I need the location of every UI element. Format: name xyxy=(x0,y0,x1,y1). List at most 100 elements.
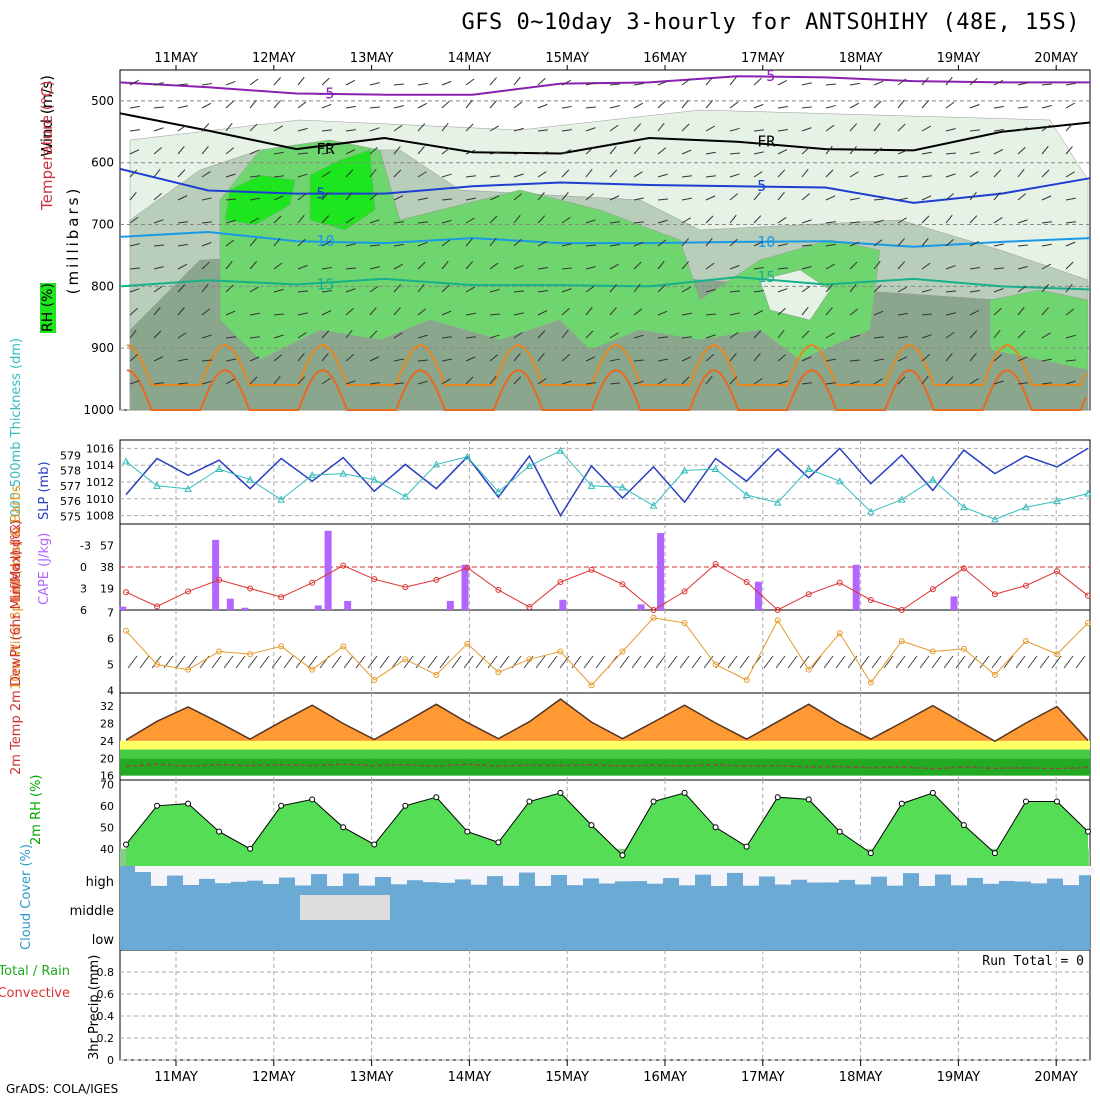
wind-barb xyxy=(993,354,1003,362)
wind-barb xyxy=(753,77,762,86)
wind-barb xyxy=(801,193,810,201)
wind-barb xyxy=(561,243,572,247)
slp-tick-1016: 1016 xyxy=(86,442,114,455)
wind-barb xyxy=(1017,82,1028,86)
wind-point xyxy=(929,648,936,655)
wind-barb xyxy=(705,195,716,201)
wind-barb xyxy=(441,122,449,132)
rh-area-3 xyxy=(219,139,881,361)
wind-barb xyxy=(417,146,425,155)
li-point xyxy=(371,576,378,583)
wind-barb xyxy=(729,101,739,109)
wind-barb xyxy=(777,267,788,270)
wind-barb xyxy=(177,332,187,339)
cloud-gap xyxy=(535,866,551,886)
wind-barb xyxy=(585,382,596,385)
wind-barb xyxy=(369,382,380,385)
cloud-gap xyxy=(183,866,199,885)
wind-barb xyxy=(177,307,185,316)
wind-barb xyxy=(777,79,788,86)
wind-barb xyxy=(321,266,332,270)
cloud-gap xyxy=(1063,866,1079,886)
wind-tick-6: 6 xyxy=(107,633,114,646)
thickness-point xyxy=(308,471,317,479)
cloud-gap xyxy=(567,866,583,886)
wind-barb xyxy=(921,313,932,316)
wind-barb xyxy=(537,378,547,385)
surface-barb xyxy=(1027,655,1038,669)
wind-barb xyxy=(1017,330,1026,339)
wind-barb xyxy=(489,288,500,293)
rh-tick-70: 70 xyxy=(100,778,114,791)
wind-barb xyxy=(513,290,524,293)
thickness-point xyxy=(215,464,223,473)
rh-point xyxy=(1085,828,1091,835)
surface-barb xyxy=(1051,655,1062,669)
wind-barb xyxy=(1041,284,1050,293)
wind-barb xyxy=(729,193,739,201)
wind-barb xyxy=(729,376,738,385)
wind-barb xyxy=(345,129,356,132)
run-total: Run Total = 0 xyxy=(982,954,1084,969)
wind-barb xyxy=(633,380,644,385)
wind-barb xyxy=(153,127,164,132)
wind-barb xyxy=(177,382,188,385)
rh-point xyxy=(960,822,967,829)
wind-barb xyxy=(225,100,234,109)
wind-barb xyxy=(609,358,620,362)
wind-barb xyxy=(1017,382,1028,385)
li-tick--3: -3 xyxy=(80,540,91,553)
wind-barb xyxy=(201,221,212,224)
li-point xyxy=(588,566,595,573)
wind-barb xyxy=(273,334,284,339)
thickness-line xyxy=(125,450,1089,520)
wind-barb xyxy=(921,237,929,247)
wind-barb xyxy=(633,123,642,132)
wind-barb xyxy=(897,99,905,109)
li-tick-6: 6 xyxy=(80,604,87,617)
surface-barb xyxy=(331,655,342,669)
wind-barb xyxy=(153,219,164,224)
wind-barb xyxy=(489,175,500,178)
wind-barb xyxy=(681,217,691,224)
wind-barb xyxy=(321,352,329,362)
wind-barb xyxy=(441,378,451,385)
cloud-gap xyxy=(983,866,999,884)
wind-barb xyxy=(945,101,955,109)
cloud-gap xyxy=(231,866,247,882)
wind-barb xyxy=(657,198,668,201)
thickness-point xyxy=(494,487,503,495)
wind-barb xyxy=(369,106,380,109)
wind-barb xyxy=(321,377,331,385)
rh-point xyxy=(650,798,657,805)
cloud-gap xyxy=(855,866,871,885)
wind-barb xyxy=(561,216,571,224)
wind-barb xyxy=(369,266,380,270)
thickness-point xyxy=(587,481,596,489)
wind-barb xyxy=(513,332,523,339)
ylabel-cloud: Cloud Cover (%) xyxy=(19,844,34,950)
wind-barb xyxy=(201,123,210,132)
rh-point xyxy=(898,800,905,807)
wind-point xyxy=(1022,638,1029,645)
surface-barb xyxy=(1063,655,1074,669)
rh-area-5 xyxy=(224,174,296,226)
temp-band-1 xyxy=(120,749,1090,759)
ylabel-li: Lifted Index xyxy=(9,523,24,600)
li-point xyxy=(154,603,161,610)
wind-barb xyxy=(633,308,643,316)
surface-barb xyxy=(1003,655,1014,669)
rh-point xyxy=(774,794,781,801)
cloud-gap xyxy=(583,866,599,879)
wind-barb xyxy=(1017,219,1028,224)
wind-barb xyxy=(945,173,956,178)
rh-point xyxy=(743,843,750,850)
x-tick-bottom-17MAY: 17MAY xyxy=(741,1070,785,1085)
wind-barb xyxy=(585,147,594,155)
wind-barb xyxy=(393,169,402,178)
surface-barb xyxy=(367,655,378,669)
surface-barb xyxy=(175,655,186,669)
wind-barb xyxy=(897,217,907,224)
wind-barb xyxy=(897,78,907,86)
wind-barb xyxy=(993,329,1001,339)
